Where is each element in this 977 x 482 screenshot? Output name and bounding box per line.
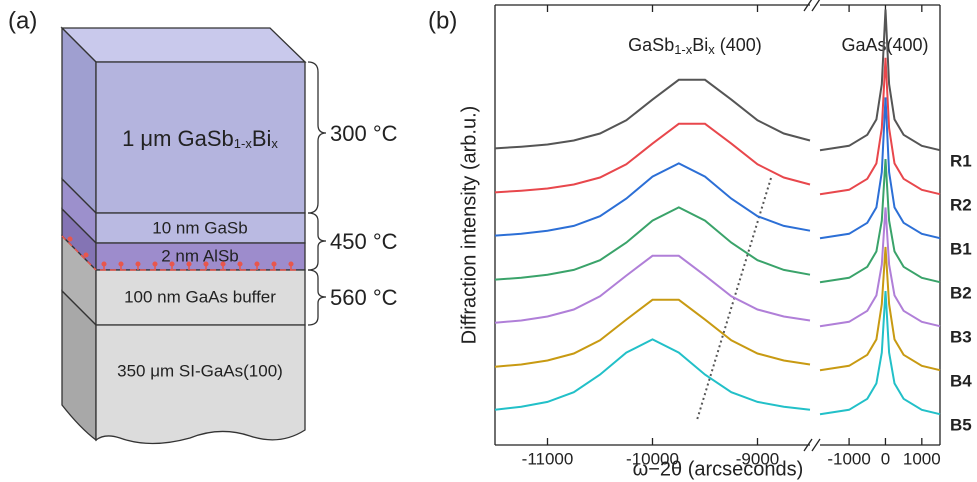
braces [307, 61, 327, 326]
layer-label: 10 nm GaSb [152, 218, 247, 237]
dislocation-dot [152, 261, 158, 267]
series-label: B5 [950, 416, 972, 435]
layer-label: 350 μm SI-GaAs(100) [117, 361, 283, 380]
temperature-label: 450 °C [330, 229, 398, 254]
text-part: (400) [715, 35, 762, 55]
text-part: 1 μm GaSb [122, 126, 234, 151]
series-line [494, 9, 941, 152]
subscript: 1-x [674, 42, 693, 57]
dislocation-dot [203, 261, 209, 267]
layer-buffer [95, 269, 306, 326]
layer-substrate [95, 324, 306, 445]
x-tick-label: -1000 [827, 449, 870, 468]
text-part: Bi [252, 126, 272, 151]
dislocation-marks [67, 236, 294, 270]
dislocation-dot [237, 261, 243, 267]
dislocation-line [61, 235, 97, 271]
dislocation-dot [118, 261, 124, 267]
panel-label: (b) [428, 7, 457, 34]
dislocation-dot [288, 261, 294, 267]
axis-break [811, 0, 821, 12]
series-line [494, 158, 941, 284]
dislocations [61, 235, 300, 271]
temperature-label: 560 °C [330, 285, 398, 310]
annotation: GaAs(400) [841, 35, 928, 55]
brace [307, 269, 327, 326]
panel-label: (a) [8, 7, 37, 34]
series-label: B4 [950, 372, 972, 391]
dislocation-dot [186, 261, 192, 267]
x-tick-label: -10000 [626, 449, 679, 468]
series-label: B2 [950, 284, 972, 303]
subscript: x [708, 42, 715, 57]
top-face [60, 27, 307, 63]
x-tick-label: 0 [881, 449, 890, 468]
dislocation-dot [67, 236, 73, 242]
series-label: B1 [950, 240, 972, 259]
x-tick-label: -9000 [736, 449, 779, 468]
text-part: GaSb [628, 35, 674, 55]
annotation: GaSb1-xBix (400) [628, 35, 762, 58]
dislocation-dot [83, 252, 89, 258]
subscript: 1-x [234, 136, 253, 151]
series-label: R1 [950, 152, 972, 171]
subscript: x [271, 136, 278, 151]
series-label: R2 [950, 196, 972, 215]
brace [307, 212, 327, 271]
brace [307, 61, 327, 214]
series-line [494, 246, 941, 372]
temperature-label: 300 °C [330, 121, 398, 146]
x-tick-label: -11000 [522, 449, 574, 468]
layer-label: 2 nm AlSb [161, 246, 239, 265]
x-axis-label: ω−2θ (arcseconds) [633, 458, 804, 480]
series-label: B3 [950, 328, 972, 347]
axis-break [803, 438, 813, 452]
dislocation-dot [220, 261, 226, 267]
y-axis-label: Diffraction intensity (arb.u.) [458, 106, 480, 345]
text-part: Bi [692, 35, 708, 55]
layer-label: 100 nm GaAs buffer [124, 287, 276, 306]
layer-diagram [60, 26, 307, 445]
trend-line [696, 177, 772, 421]
dislocation-dot [169, 261, 175, 267]
layer-gasbbi [95, 61, 306, 214]
series-line [494, 97, 941, 240]
series-line [494, 207, 941, 328]
layer-label: 1 μm GaSb1-xBix [122, 126, 278, 152]
series-line [494, 290, 941, 416]
dislocation-dot [271, 261, 277, 267]
dislocation-dot [101, 261, 107, 267]
x-tick-label: 1000 [903, 449, 941, 468]
layer-alsb [95, 242, 306, 271]
series-line [494, 57, 941, 196]
dislocation-dot [135, 261, 141, 267]
layer-gasb [95, 212, 306, 244]
axis-break [811, 438, 821, 452]
dislocation-dot [254, 261, 260, 267]
axis-break [803, 0, 813, 12]
